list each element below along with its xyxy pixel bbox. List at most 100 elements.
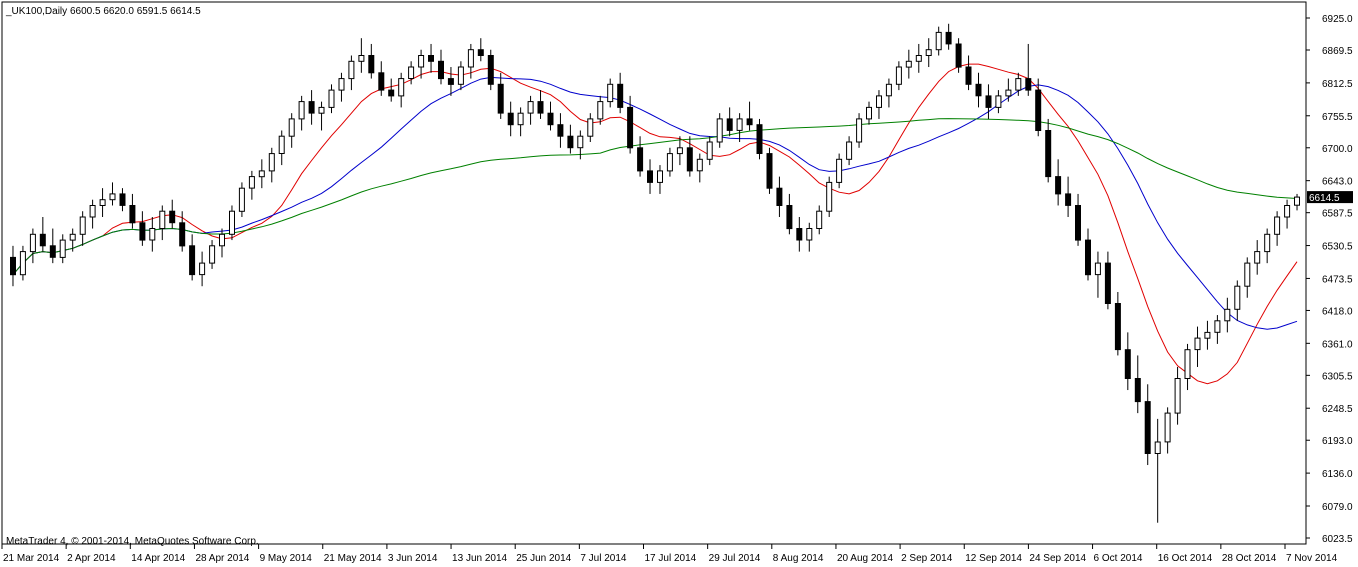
candle <box>169 199 176 229</box>
candle-body-bull <box>1244 262 1251 287</box>
candle <box>447 67 454 96</box>
candle <box>876 90 882 119</box>
candle-body-bear <box>507 112 514 126</box>
candle <box>726 107 733 137</box>
candle <box>79 211 86 246</box>
candle <box>955 38 962 73</box>
candle-body-bull <box>248 176 255 189</box>
candle-body-bull <box>1274 216 1281 235</box>
x-tick-label: 8 Aug 2014 <box>773 553 824 564</box>
candle <box>487 49 494 91</box>
candle-body-bull <box>19 251 26 276</box>
candle <box>895 61 902 91</box>
x-tick-label: 17 Jul 2014 <box>645 553 697 564</box>
candle <box>1104 251 1111 310</box>
candle-body-bear <box>955 43 962 68</box>
current-price-marker: 6614.5 <box>1307 191 1353 204</box>
candle <box>19 245 26 281</box>
candle <box>1075 193 1081 246</box>
candle-body-bull <box>219 233 225 247</box>
y-tick-label: 6643.0 <box>1322 177 1353 188</box>
candle-body-bull <box>1264 233 1271 253</box>
candle <box>1154 418 1161 523</box>
candle-body-bull <box>288 118 295 137</box>
candle <box>438 49 444 85</box>
candle <box>806 222 813 252</box>
candle-body-bull <box>79 216 86 235</box>
candle-body-bull <box>607 83 614 103</box>
candle <box>597 95 604 125</box>
candle-body-bull <box>1005 89 1012 97</box>
candle-body-bull <box>467 49 474 68</box>
candle <box>1025 43 1032 96</box>
candle-body-bull <box>866 106 872 120</box>
y-tick-label: 6925.0 <box>1322 14 1353 25</box>
x-tick-label: 21 Mar 2014 <box>3 553 60 564</box>
moving-averages <box>12 63 1298 385</box>
candle-body-bull <box>238 187 245 212</box>
candle <box>577 130 584 160</box>
candle-body-bull <box>398 78 405 97</box>
x-tick-label: 14 Apr 2014 <box>131 553 185 564</box>
candle <box>1204 320 1211 350</box>
candle <box>59 234 66 264</box>
candle-body-bull <box>1194 337 1201 351</box>
candle-body-bear <box>1104 262 1111 305</box>
candle <box>49 228 56 264</box>
candle <box>1055 159 1062 206</box>
candle-body-bull <box>418 55 425 68</box>
y-tick-label: 6248.5 <box>1322 404 1353 415</box>
candle <box>607 78 614 108</box>
candle-body-bear <box>1055 176 1062 195</box>
x-tick-label: 28 Oct 2014 <box>1222 553 1277 564</box>
y-tick-label: 6530.5 <box>1322 242 1353 253</box>
y-tick-label: 6473.5 <box>1322 274 1353 285</box>
current-price-box <box>1307 191 1353 204</box>
candle-body-bull <box>1164 412 1171 443</box>
x-tick-label: 3 Jun 2014 <box>388 553 438 564</box>
candle-body-bear <box>438 60 444 80</box>
candle <box>1164 407 1171 454</box>
candle <box>229 205 235 241</box>
candle <box>776 176 783 218</box>
candle <box>298 95 305 131</box>
candle-body-bull <box>577 135 584 149</box>
candle-body-bear <box>497 83 504 114</box>
candle <box>696 153 703 183</box>
candle-body-bull <box>676 147 683 155</box>
candle-body-bull <box>348 60 355 80</box>
candle <box>1114 291 1121 356</box>
candle-body-bear <box>567 135 574 149</box>
candle <box>1015 72 1022 96</box>
candle-body-bear <box>189 245 196 276</box>
x-tick-label: 9 May 2014 <box>260 553 313 564</box>
candle <box>627 95 634 154</box>
candle <box>99 188 106 218</box>
candle <box>1264 228 1271 264</box>
candle-body-bull <box>1234 285 1241 310</box>
candle-body-bull <box>527 101 534 114</box>
candle <box>497 72 504 119</box>
candle-body-bear <box>1035 89 1042 131</box>
candle-body-bull <box>846 141 853 160</box>
ma-line-10 <box>12 63 1298 385</box>
candle <box>179 211 186 252</box>
candle-body-bull <box>806 228 813 241</box>
candle-body-bear <box>776 187 783 206</box>
candle-body-bull <box>925 49 932 57</box>
candle <box>1224 297 1231 333</box>
candle-body-bull <box>1214 320 1221 333</box>
candle <box>219 228 225 258</box>
candle-body-bull <box>517 112 524 126</box>
candle <box>278 130 285 166</box>
candle <box>10 245 16 287</box>
candle-body-bear <box>985 95 992 108</box>
x-tick-label: 12 Sep 2014 <box>965 553 1022 564</box>
candle <box>885 78 892 108</box>
candle-body-bear <box>388 89 395 97</box>
candle-body-bear <box>796 228 803 241</box>
candle <box>1254 240 1261 275</box>
candle <box>238 182 245 218</box>
x-tick-label: 16 Oct 2014 <box>1158 553 1213 564</box>
